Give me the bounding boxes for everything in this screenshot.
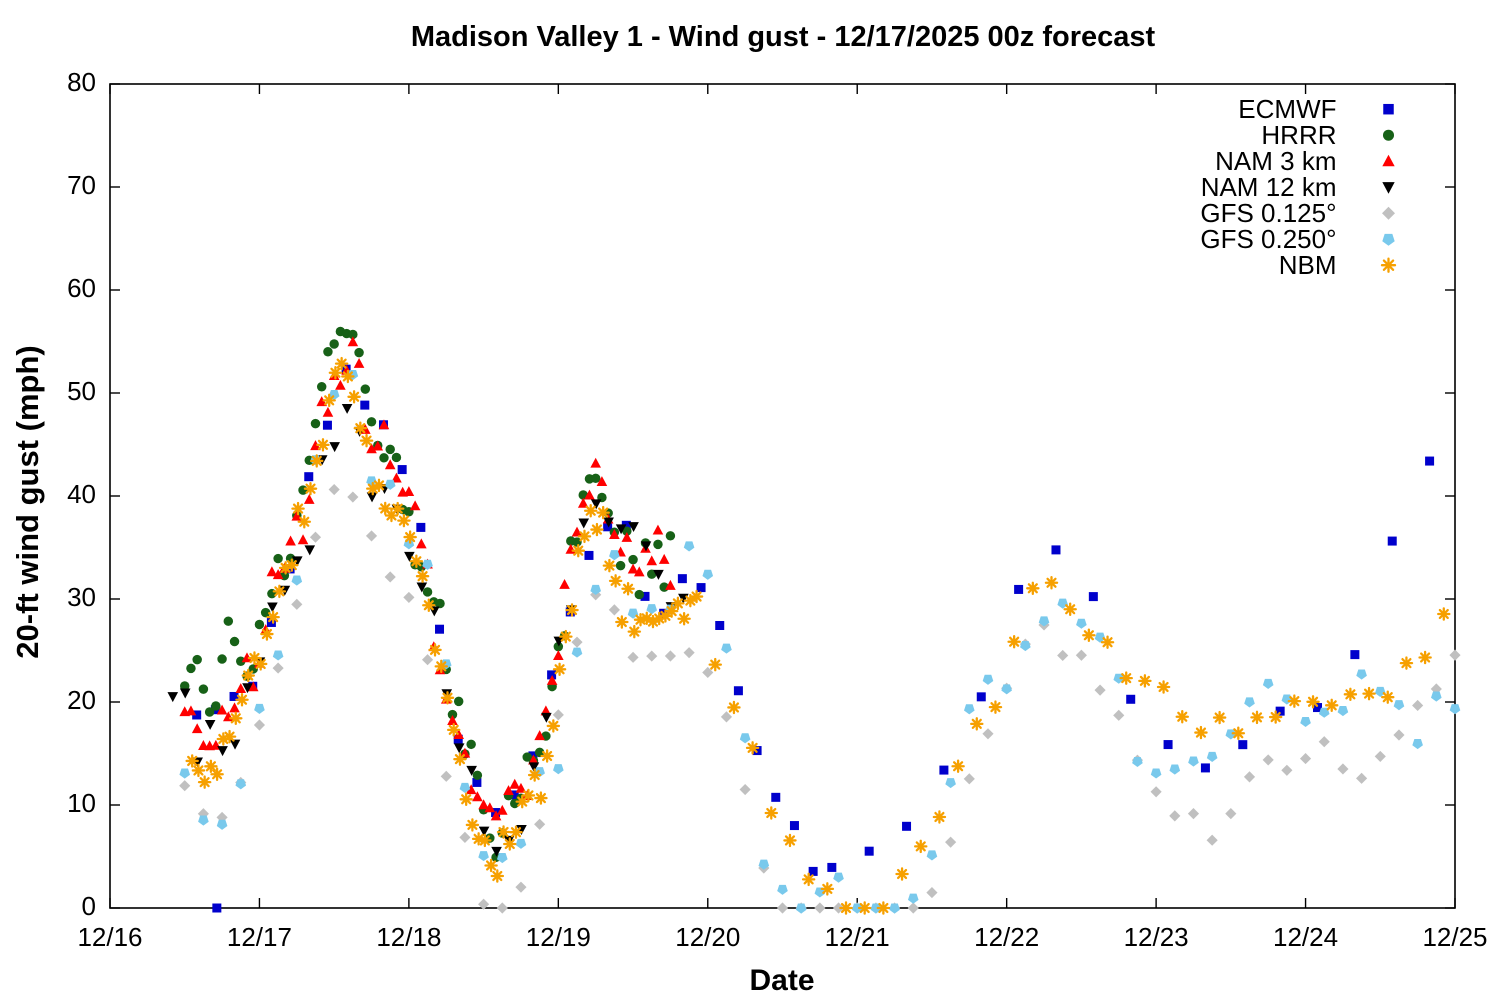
svg-text:60: 60 (67, 273, 96, 303)
svg-text:Date: Date (749, 964, 814, 997)
svg-text:12/20: 12/20 (675, 922, 740, 952)
svg-text:12/25: 12/25 (1422, 922, 1487, 952)
svg-text:20: 20 (67, 685, 96, 715)
svg-text:12/24: 12/24 (1273, 922, 1338, 952)
svg-text:12/18: 12/18 (376, 922, 441, 952)
svg-text:12/16: 12/16 (77, 922, 142, 952)
svg-text:0: 0 (82, 891, 96, 921)
svg-text:NBM: NBM (1279, 250, 1337, 280)
svg-text:12/22: 12/22 (974, 922, 1039, 952)
svg-text:20-ft wind gust (mph): 20-ft wind gust (mph) (10, 345, 45, 658)
svg-text:10: 10 (67, 788, 96, 818)
svg-text:80: 80 (67, 67, 96, 97)
svg-text:12/21: 12/21 (825, 922, 890, 952)
svg-text:50: 50 (67, 376, 96, 406)
svg-text:12/19: 12/19 (526, 922, 591, 952)
svg-text:70: 70 (67, 170, 96, 200)
svg-text:40: 40 (67, 479, 96, 509)
svg-text:Madison Valley 1 - Wind gust -: Madison Valley 1 - Wind gust - 12/17/202… (411, 21, 1156, 53)
svg-text:12/23: 12/23 (1124, 922, 1189, 952)
svg-text:30: 30 (67, 582, 96, 612)
svg-text:12/17: 12/17 (227, 922, 292, 952)
